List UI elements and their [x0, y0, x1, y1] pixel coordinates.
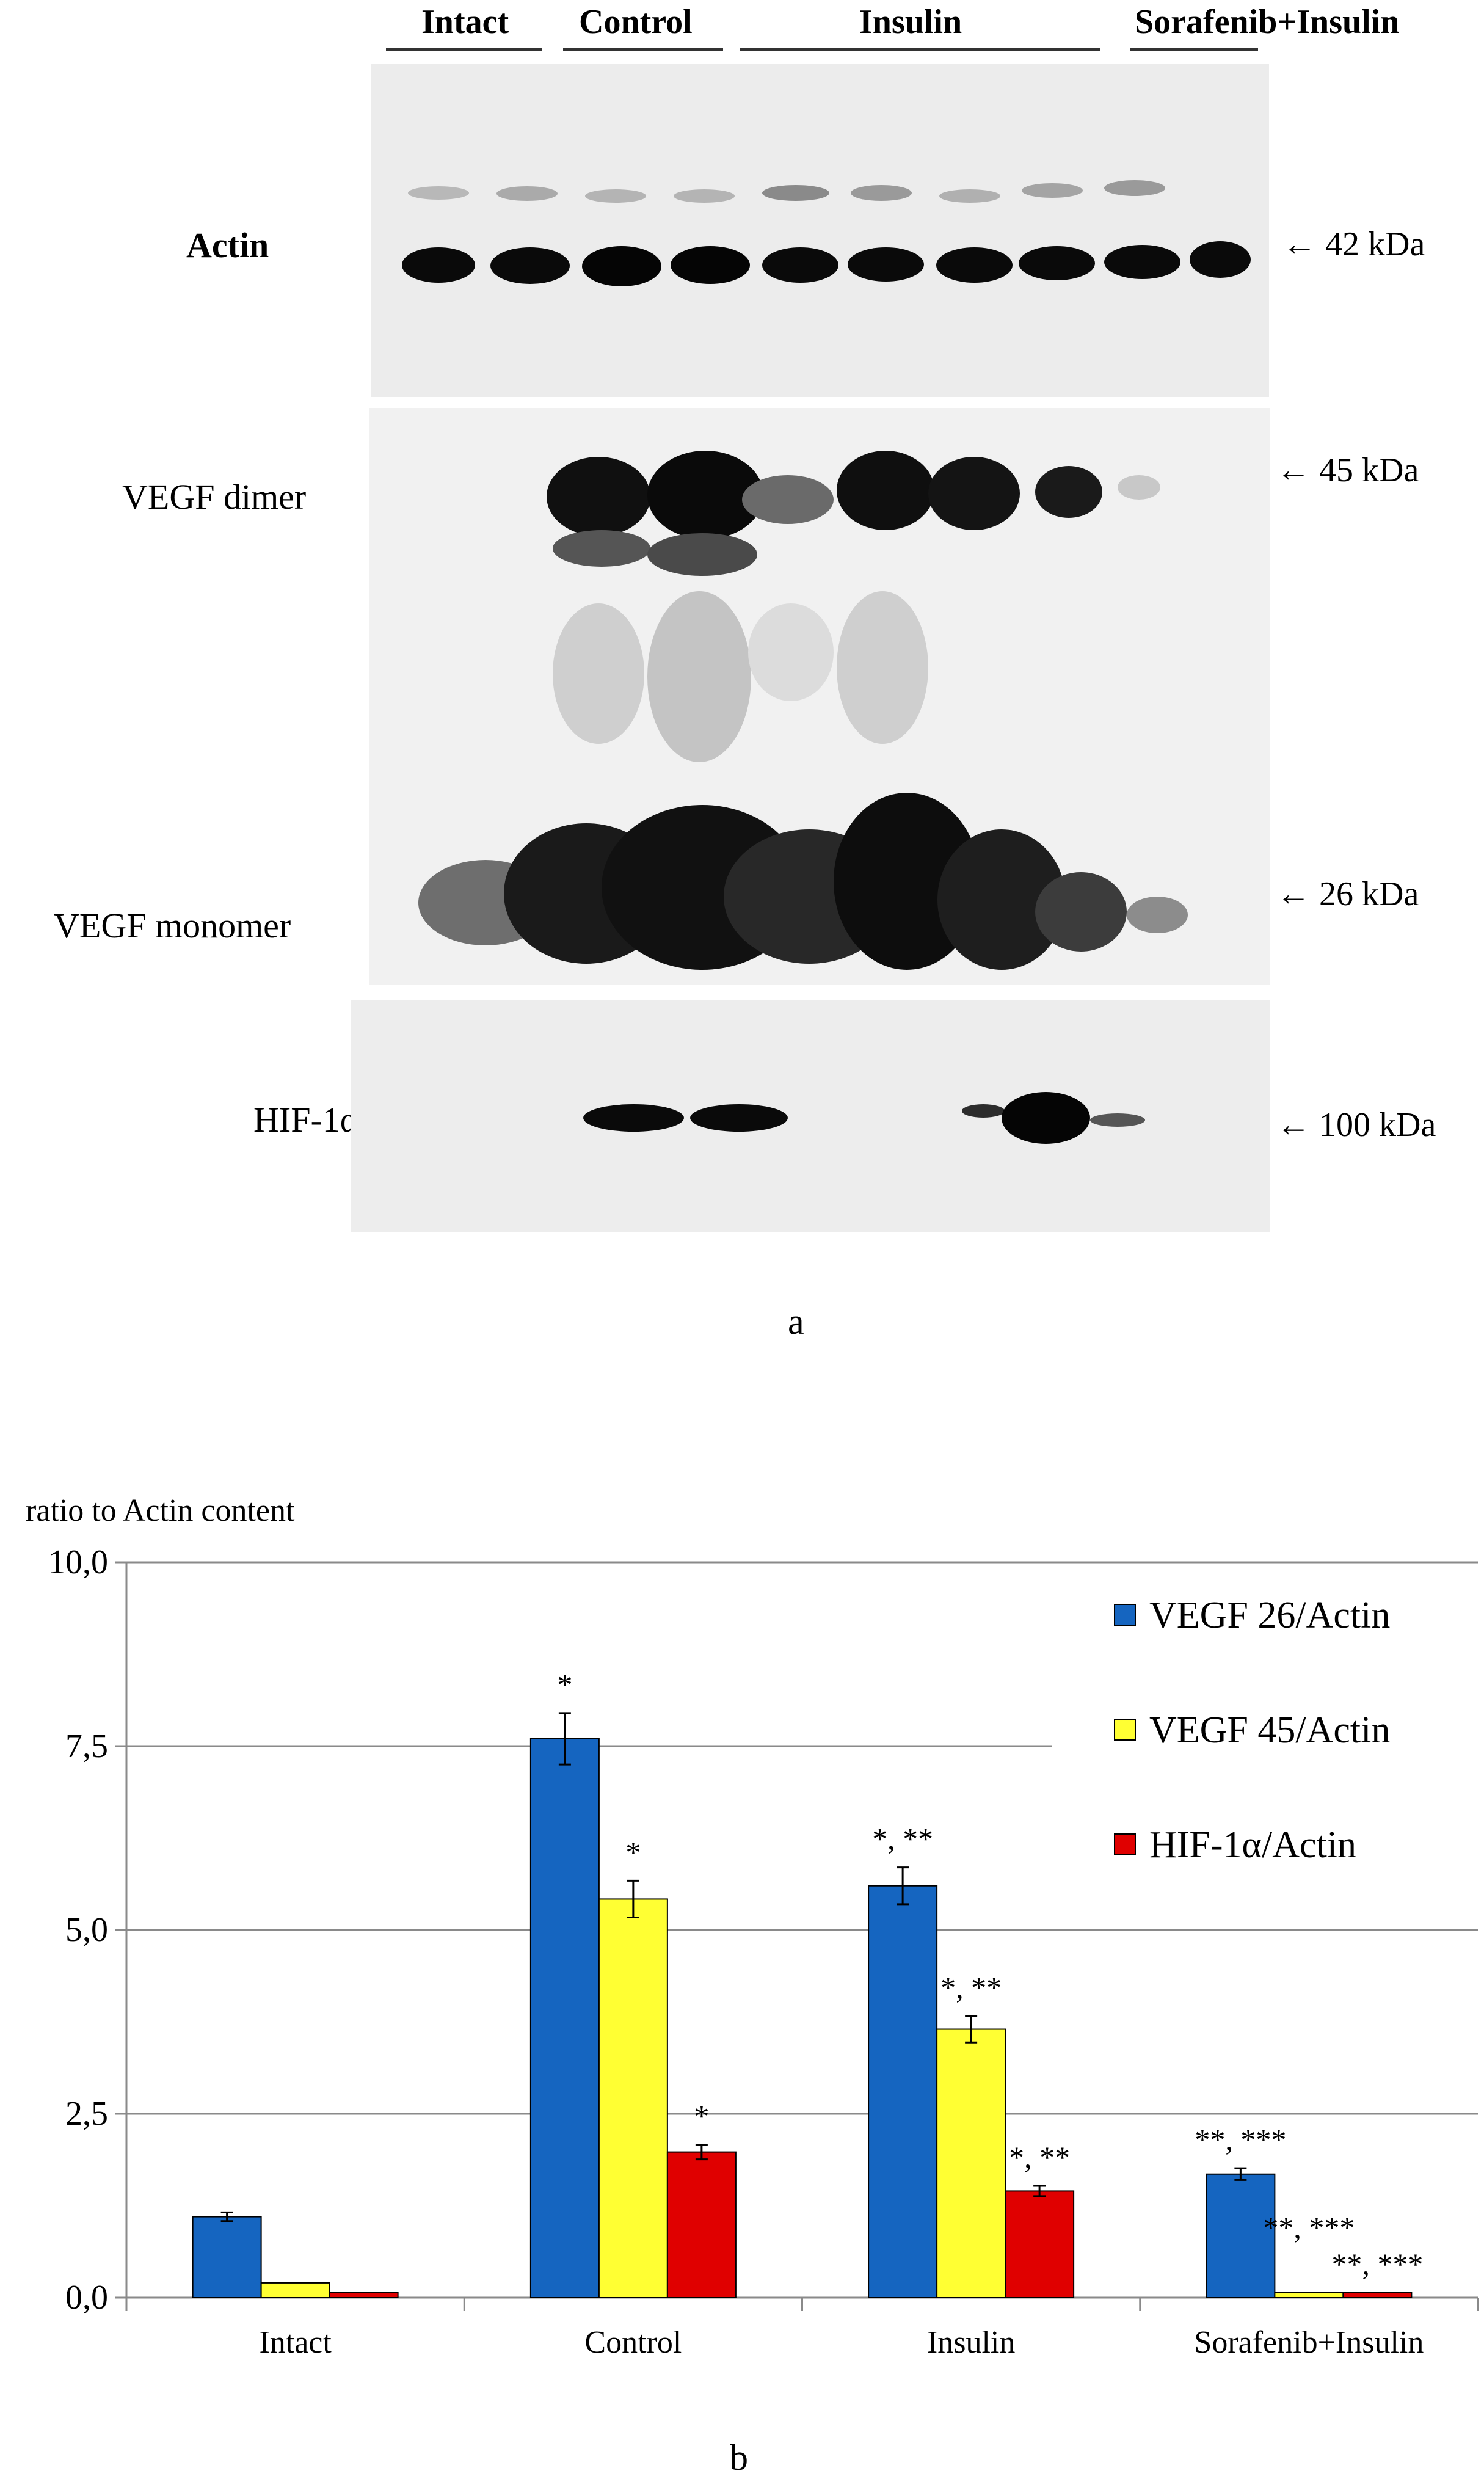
bar: [936, 2028, 1006, 2298]
significance-label: *, **: [940, 1970, 1002, 2004]
y-tick-label: 10,0: [48, 1543, 108, 1581]
legend-swatch: [1114, 1604, 1136, 1626]
x-tick-label: Sorafenib+Insulin: [1194, 2325, 1424, 2360]
significance-label: *: [625, 1835, 641, 1869]
y-tick-label: 7,5: [65, 1727, 108, 1765]
significance-label: **, ***: [1195, 2122, 1286, 2157]
y-tick-label: 0,0: [65, 2279, 108, 2317]
group-line-control: [563, 48, 723, 51]
bar-chart: ratio to Actin content 0,0 2,5 5,0 7,5 10,0 In…: [26, 1493, 1479, 2360]
bar: [329, 2292, 399, 2299]
row-label-vegf-dimer: VEGF dimer: [122, 477, 307, 517]
row-label-vegf-monomer: VEGF monomer: [54, 906, 291, 945]
significance-label: *, **: [1009, 2140, 1070, 2174]
bar: [598, 1898, 668, 2298]
bar: [1342, 2292, 1413, 2299]
y-axis-label: ratio to Actin content: [26, 1493, 295, 1528]
bar: [1005, 2190, 1075, 2299]
significance-label: *, **: [872, 1822, 933, 1856]
legend-label: VEGF 45/Actin: [1149, 1709, 1390, 1751]
bar: [529, 1738, 600, 2298]
bar: [868, 1885, 938, 2298]
significance-label: *: [694, 2099, 709, 2133]
x-tick-label: Intact: [259, 2325, 332, 2360]
marker-26kda: ← 26 kDa: [1276, 875, 1419, 913]
panel-letter-a: a: [788, 1301, 804, 1342]
panel-letter-b: b: [730, 2437, 748, 2478]
bar: [260, 2282, 330, 2299]
x-tick-label: Insulin: [927, 2325, 1015, 2360]
row-label-actin: Actin: [186, 225, 269, 265]
group-header-control: Control: [579, 3, 693, 41]
group-line-sorafenib: [1130, 48, 1258, 51]
group-header-insulin: Insulin: [859, 3, 962, 41]
marker-45kda: ← 45 kDa: [1276, 451, 1419, 489]
actin-blot-image: [371, 64, 1269, 397]
group-line-intact: [386, 48, 542, 51]
significance-label: **, ***: [1263, 2210, 1355, 2244]
marker-100kda: ← 100 kDa: [1276, 1106, 1436, 1144]
vegf-blot-image: [369, 408, 1270, 985]
bar: [666, 2151, 737, 2299]
y-tick-label: 5,0: [65, 1911, 108, 1949]
marker-42kda: ← 42 kDa: [1282, 225, 1425, 263]
y-tick-label: 2,5: [65, 2095, 108, 2133]
legend-swatch: [1114, 1719, 1136, 1741]
significance-label: *: [557, 1667, 572, 1702]
significance-label: **, ***: [1331, 2247, 1423, 2281]
legend-swatch: [1114, 1833, 1136, 1855]
hif-blot-image: [351, 1000, 1270, 1232]
group-header-intact: Intact: [421, 3, 509, 41]
bar: [192, 2216, 262, 2299]
row-label-hif: HIF-1α: [253, 1100, 359, 1140]
x-tick-label: Control: [584, 2325, 682, 2360]
bar: [1206, 2173, 1276, 2299]
legend-label: HIF-1α/Actin: [1149, 1824, 1356, 1866]
legend-label: VEGF 26/Actin: [1149, 1595, 1390, 1636]
group-header-sorafenib: Sorafenib+Insulin: [1135, 3, 1400, 41]
group-line-insulin: [740, 48, 1100, 51]
bar: [1274, 2292, 1344, 2299]
